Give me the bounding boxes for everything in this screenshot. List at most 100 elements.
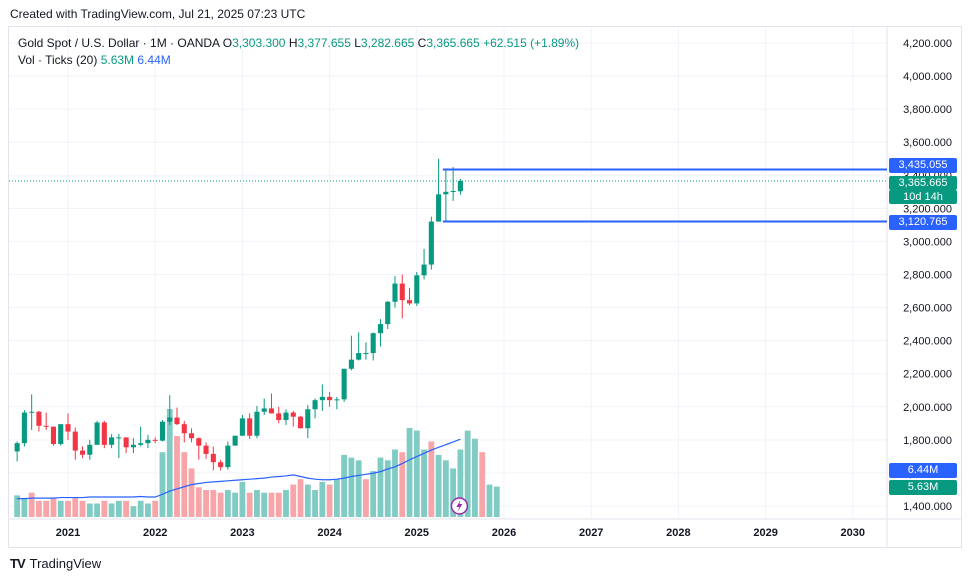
volume-bar xyxy=(268,492,275,517)
volume-value: 5.63M xyxy=(100,53,135,67)
volume-bar xyxy=(14,495,21,517)
vol-tag: 5.63M xyxy=(889,480,957,495)
volume-bar xyxy=(43,500,50,517)
volume-bar xyxy=(312,490,318,517)
volume-bar xyxy=(377,457,384,517)
candle-body xyxy=(457,180,463,192)
candle-body xyxy=(268,408,275,414)
candle-body xyxy=(181,424,187,434)
tradingview-brand[interactable]: TV TradingView xyxy=(10,556,101,571)
volume-bar xyxy=(413,430,420,517)
candle-body xyxy=(254,411,260,436)
volume-bar xyxy=(217,492,224,517)
chart-legend: Gold Spot / U.S. Dollar · 1M · OANDA O3,… xyxy=(18,35,579,68)
volume-bar xyxy=(137,500,144,517)
open-label: O xyxy=(222,36,233,50)
volume-bar xyxy=(355,460,362,517)
candle-body xyxy=(210,453,216,463)
low-label: L xyxy=(354,36,361,50)
volume-bar xyxy=(326,484,333,517)
candle-body xyxy=(392,283,398,302)
candle-body xyxy=(36,411,42,426)
candle-body xyxy=(450,190,456,192)
volume-bar xyxy=(28,492,35,517)
ohlc-row: Gold Spot / U.S. Dollar · 1M · OANDA O3,… xyxy=(18,35,579,51)
volume-bar xyxy=(65,500,71,517)
countdown-tag: 10d 14h xyxy=(889,190,957,204)
high-value: 3,377.655 xyxy=(297,36,351,50)
candle-body xyxy=(428,221,434,265)
x-tick-label: 2027 xyxy=(579,527,603,539)
low-value: 3,282.665 xyxy=(360,36,415,50)
volume-bar xyxy=(319,481,326,517)
change-value: +62.515 (+1.89%) xyxy=(483,36,580,50)
volume-bar xyxy=(406,427,413,517)
candle-body xyxy=(130,444,136,448)
x-tick-label: 2025 xyxy=(405,527,429,539)
volume-bar xyxy=(254,490,260,517)
open-value: 3,303.300 xyxy=(232,36,286,50)
x-tick-label: 2022 xyxy=(143,527,167,539)
close-label: C xyxy=(417,36,427,50)
volume-bar xyxy=(94,503,100,517)
volume-bar xyxy=(72,498,79,517)
y-tick-label: 2,200.000 xyxy=(903,369,952,381)
symbol-label[interactable]: Gold Spot / U.S. Dollar · 1M · OANDA xyxy=(18,36,220,50)
volume-bar xyxy=(392,449,398,517)
volume-bar xyxy=(152,500,159,517)
volume-bar xyxy=(86,503,93,517)
volume-ma-value: 6.44M xyxy=(137,53,171,67)
candle-body xyxy=(167,417,173,422)
volume-bar xyxy=(457,449,464,517)
x-tick-label: 2029 xyxy=(753,527,777,539)
lightning-glyph xyxy=(456,500,463,512)
candle-body xyxy=(319,396,325,401)
created-with-text: Created with TradingView.com, Jul 21, 20… xyxy=(10,7,306,21)
candle-body xyxy=(174,417,180,425)
volume-bar xyxy=(210,490,217,517)
x-tick-label: 2023 xyxy=(230,527,254,539)
candle-body xyxy=(327,396,333,401)
y-tick-label: 1,400.000 xyxy=(903,501,952,513)
volume-bar xyxy=(181,452,188,517)
candle-body xyxy=(87,444,93,455)
volume-bar xyxy=(283,490,289,517)
candle-body xyxy=(443,191,449,195)
candle-body xyxy=(370,333,376,354)
candle-body xyxy=(406,300,413,304)
candle-body xyxy=(29,411,35,413)
volume-ma-line xyxy=(17,438,461,500)
y-tick-label: 3,800.000 xyxy=(903,104,952,116)
volume-bar xyxy=(195,487,202,517)
candle-body xyxy=(101,422,107,445)
tradingview-brand-label: TradingView xyxy=(29,556,102,571)
volume-bar xyxy=(203,490,209,517)
y-tick-label: 1,800.000 xyxy=(903,435,952,447)
candle-body xyxy=(385,301,391,325)
y-tick-label: 4,000.000 xyxy=(903,71,952,83)
volume-bar xyxy=(261,492,268,517)
x-tick-label: 2026 xyxy=(492,527,516,539)
last-price-tag: 3,365.665 xyxy=(889,176,957,190)
y-tick-label: 2,000.000 xyxy=(903,402,952,414)
y-tick-label: 2,800.000 xyxy=(903,270,952,282)
volume-bar xyxy=(79,500,86,517)
volume-bar xyxy=(428,441,435,517)
volume-bar xyxy=(479,452,486,517)
high-label: H xyxy=(288,36,298,50)
volume-bar xyxy=(101,500,108,517)
volume-bar xyxy=(21,498,28,517)
y-tick-label: 2,600.000 xyxy=(903,303,952,315)
candle-body xyxy=(232,435,238,446)
candle-body xyxy=(334,399,340,401)
candle-body xyxy=(247,418,253,436)
volume-bar xyxy=(224,490,231,517)
y-tick-label: 4,200.000 xyxy=(903,38,952,50)
y-tick-label: 3,200.000 xyxy=(903,203,952,215)
volume-bar xyxy=(399,452,406,517)
candle-body xyxy=(261,408,267,412)
chart-frame xyxy=(8,26,962,548)
volume-bar xyxy=(363,479,369,517)
volume-label[interactable]: Vol · Ticks (20) xyxy=(18,53,98,67)
